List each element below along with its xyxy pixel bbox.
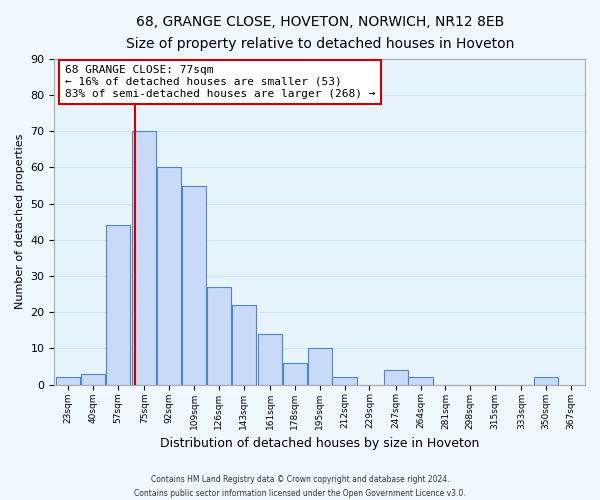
- Y-axis label: Number of detached properties: Number of detached properties: [15, 134, 25, 310]
- X-axis label: Distribution of detached houses by size in Hoveton: Distribution of detached houses by size …: [160, 437, 479, 450]
- Bar: [534, 378, 559, 384]
- Bar: [232, 305, 256, 384]
- Bar: [283, 363, 307, 384]
- Bar: [409, 378, 433, 384]
- Text: 68 GRANGE CLOSE: 77sqm
← 16% of detached houses are smaller (53)
83% of semi-det: 68 GRANGE CLOSE: 77sqm ← 16% of detached…: [65, 66, 376, 98]
- Bar: [106, 226, 130, 384]
- Bar: [332, 378, 356, 384]
- Bar: [132, 131, 157, 384]
- Bar: [308, 348, 332, 384]
- Title: 68, GRANGE CLOSE, HOVETON, NORWICH, NR12 8EB
Size of property relative to detach: 68, GRANGE CLOSE, HOVETON, NORWICH, NR12…: [125, 15, 514, 51]
- Bar: [56, 378, 80, 384]
- Bar: [182, 186, 206, 384]
- Bar: [157, 168, 181, 384]
- Bar: [383, 370, 408, 384]
- Text: Contains HM Land Registry data © Crown copyright and database right 2024.
Contai: Contains HM Land Registry data © Crown c…: [134, 476, 466, 498]
- Bar: [258, 334, 282, 384]
- Bar: [207, 287, 231, 384]
- Bar: [81, 374, 105, 384]
